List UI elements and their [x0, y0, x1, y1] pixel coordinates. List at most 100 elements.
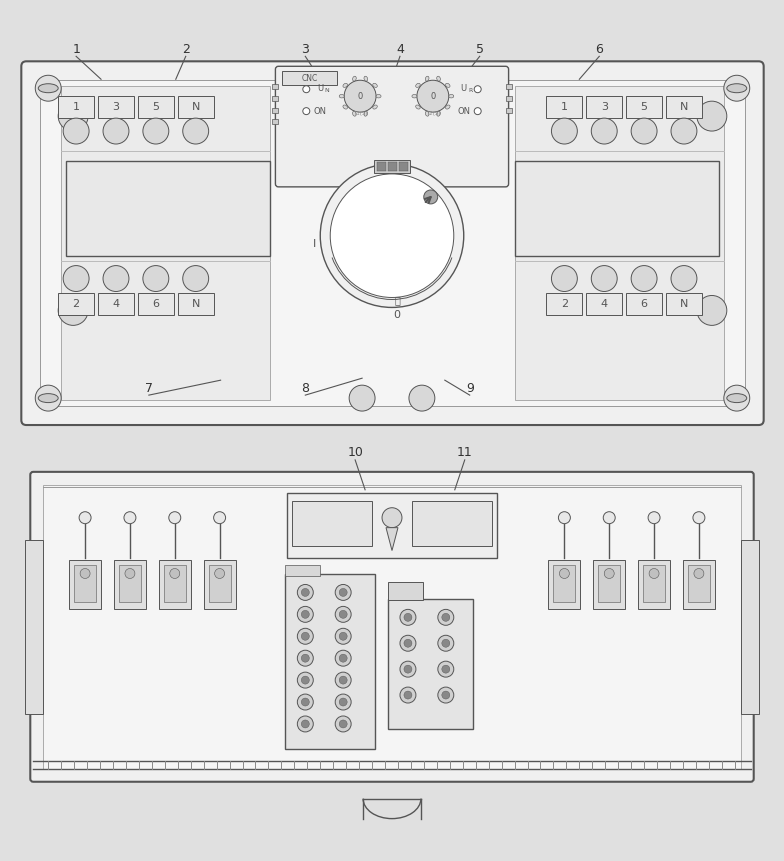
Bar — [138, 294, 174, 315]
Ellipse shape — [38, 393, 58, 403]
Circle shape — [301, 632, 310, 641]
Bar — [119, 565, 141, 603]
Bar — [666, 294, 702, 315]
Circle shape — [125, 568, 135, 579]
Bar — [159, 560, 191, 610]
Ellipse shape — [343, 84, 347, 87]
Ellipse shape — [38, 84, 58, 93]
Circle shape — [558, 511, 571, 523]
Bar — [399, 162, 408, 171]
Text: 10: 10 — [347, 446, 363, 460]
Circle shape — [301, 698, 310, 706]
Ellipse shape — [376, 95, 381, 98]
Circle shape — [339, 632, 347, 641]
Text: 4: 4 — [112, 300, 119, 309]
Circle shape — [213, 511, 226, 523]
Text: 3: 3 — [112, 102, 119, 112]
Circle shape — [183, 265, 209, 292]
Circle shape — [424, 190, 437, 204]
Circle shape — [339, 610, 347, 618]
Circle shape — [404, 666, 412, 673]
Circle shape — [64, 265, 89, 292]
Ellipse shape — [426, 77, 429, 81]
Circle shape — [336, 585, 351, 600]
Text: 8: 8 — [301, 381, 310, 394]
Text: N: N — [191, 300, 200, 309]
Circle shape — [724, 385, 750, 411]
Circle shape — [124, 511, 136, 523]
Bar — [58, 96, 94, 118]
Text: 3: 3 — [601, 102, 608, 112]
Bar — [288, 492, 496, 558]
Ellipse shape — [343, 105, 347, 109]
Bar — [388, 162, 397, 171]
Circle shape — [297, 672, 314, 688]
FancyBboxPatch shape — [31, 472, 753, 782]
Circle shape — [649, 568, 659, 579]
Circle shape — [64, 118, 89, 144]
Circle shape — [400, 635, 416, 651]
Circle shape — [301, 676, 310, 684]
Circle shape — [336, 629, 351, 644]
Bar — [546, 96, 583, 118]
Ellipse shape — [727, 84, 746, 93]
Text: 6: 6 — [595, 43, 603, 56]
Text: ⚿: ⚿ — [394, 295, 400, 306]
Text: 4: 4 — [601, 300, 608, 309]
Bar — [178, 96, 213, 118]
Text: T1(S): T1(S) — [353, 110, 368, 115]
Circle shape — [671, 118, 697, 144]
Bar — [58, 294, 94, 315]
Circle shape — [336, 606, 351, 623]
Text: 3: 3 — [301, 43, 309, 56]
Circle shape — [560, 568, 569, 579]
Polygon shape — [386, 528, 398, 550]
Circle shape — [320, 164, 464, 307]
Bar — [272, 96, 278, 102]
Text: 0: 0 — [358, 91, 363, 101]
Bar — [204, 560, 235, 610]
Bar — [66, 161, 270, 256]
Ellipse shape — [426, 111, 429, 116]
Ellipse shape — [445, 105, 450, 109]
Text: 0: 0 — [394, 311, 401, 320]
Circle shape — [437, 661, 454, 677]
Circle shape — [170, 568, 180, 579]
Bar — [412, 501, 492, 546]
Bar — [666, 96, 702, 118]
Bar — [593, 560, 625, 610]
Text: 6: 6 — [152, 300, 159, 309]
Bar — [683, 560, 715, 610]
Circle shape — [437, 687, 454, 703]
Circle shape — [671, 265, 697, 292]
Bar — [69, 560, 101, 610]
Text: 2: 2 — [73, 300, 80, 309]
Text: ON: ON — [314, 107, 327, 115]
Ellipse shape — [339, 95, 344, 98]
Circle shape — [442, 691, 450, 699]
Circle shape — [400, 687, 416, 703]
Circle shape — [339, 676, 347, 684]
Bar — [25, 540, 43, 714]
Bar — [626, 96, 662, 118]
Bar — [388, 599, 473, 729]
Circle shape — [442, 613, 450, 622]
Circle shape — [336, 694, 351, 710]
Text: 5: 5 — [152, 102, 159, 112]
Circle shape — [301, 720, 310, 728]
Circle shape — [339, 698, 347, 706]
Circle shape — [183, 118, 209, 144]
Bar — [43, 485, 741, 769]
Ellipse shape — [372, 84, 377, 87]
Ellipse shape — [353, 111, 356, 116]
Bar — [506, 96, 512, 102]
Circle shape — [301, 654, 310, 662]
Circle shape — [382, 508, 402, 528]
Text: N: N — [191, 102, 200, 112]
Ellipse shape — [353, 77, 356, 81]
FancyBboxPatch shape — [275, 66, 509, 187]
Ellipse shape — [437, 77, 441, 81]
Circle shape — [400, 610, 416, 625]
Circle shape — [693, 511, 705, 523]
Circle shape — [648, 511, 660, 523]
